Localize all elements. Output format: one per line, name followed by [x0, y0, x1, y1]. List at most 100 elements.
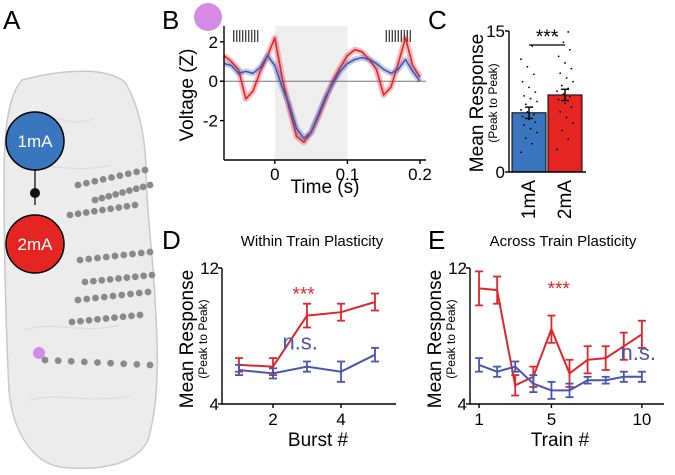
panel-c-ylabel-sub: (Peak to Peak): [486, 63, 500, 142]
bar-point: [520, 58, 522, 61]
shank-contact: [128, 312, 135, 320]
panel-e-title: Across Train Plasticity: [490, 233, 637, 250]
shank-contact: [54, 357, 62, 365]
panel-b-ytick-label: 0: [209, 72, 218, 91]
bar-point: [532, 113, 535, 116]
xtick-label: 4: [336, 410, 345, 429]
bar-point: [523, 94, 526, 97]
bar-point: [565, 116, 568, 119]
shank-contact: [68, 318, 76, 326]
panel-e-ylabel-sub: (Peak to Peak): [444, 299, 458, 378]
shank-contact: [141, 166, 149, 174]
annotation-significant: ***: [293, 284, 316, 305]
shank-contact: [99, 206, 106, 214]
shank-contact: [132, 185, 140, 193]
xtick-label: 1: [474, 410, 483, 429]
shank-contact: [98, 276, 106, 284]
shank-contact: [107, 205, 115, 213]
shank-contact: [109, 292, 117, 300]
bar-point: [560, 84, 563, 87]
bar-2mA: [547, 94, 583, 173]
shank-contact: [91, 177, 99, 185]
bar-point: [562, 41, 565, 44]
shank-contact: [91, 196, 99, 204]
shank-contact: [74, 210, 82, 218]
stim-window-shade: [274, 26, 348, 160]
panel-c-label: C: [428, 5, 447, 35]
bar-point: [526, 110, 529, 113]
annotation-not-significant: n.s.: [282, 330, 317, 355]
shank-contact: [116, 172, 124, 180]
shank-contact: [74, 181, 82, 189]
shank-contact: [66, 211, 74, 219]
shank-contact: [119, 313, 127, 321]
series-line-2mA: [478, 287, 643, 387]
shank-contact: [115, 275, 122, 282]
bar-point: [557, 98, 560, 101]
shank-contact: [136, 311, 144, 319]
bar-point: [572, 80, 574, 83]
shank-contact: [140, 272, 148, 280]
bar-point: [526, 65, 529, 68]
shank-contact: [94, 315, 101, 323]
bar-point: [557, 55, 560, 58]
shank-contact: [83, 295, 91, 303]
shank-contact: [80, 358, 88, 366]
panel-d-title: Within Train Plasticity: [241, 233, 384, 250]
bar-point: [528, 86, 530, 89]
bar-point: [556, 148, 558, 151]
bar-point: [564, 102, 566, 105]
panel-b-xtick-label: 0.2: [408, 165, 432, 184]
annotation-not-significant: n.s.: [621, 340, 656, 365]
shank-contact: [67, 357, 75, 365]
bar-point: [521, 80, 524, 83]
shank-contact: [82, 209, 90, 216]
shank-contact: [131, 273, 139, 281]
shank-contact: [133, 360, 141, 368]
panel-a-label: A: [3, 5, 21, 35]
shank-contact: [135, 289, 143, 297]
series-line-1mA: [478, 363, 642, 392]
bar-point: [531, 142, 534, 145]
electrode-2ma-label: 2mA: [18, 235, 54, 254]
bar-category-label: 1mA: [519, 180, 540, 219]
panel-c-ytick-label: 0: [496, 163, 505, 182]
bar-point: [572, 122, 574, 125]
shank-contact: [105, 192, 113, 200]
panel-b-chart: -2 0 2 0 0.1 0.2: [203, 26, 432, 184]
bar-point: [567, 138, 570, 141]
shank-contact: [100, 293, 108, 301]
panel-e-xlabel: Train #: [531, 430, 590, 451]
shank-contact: [120, 251, 128, 259]
panel-b-xtick-label: 0: [270, 165, 279, 184]
shank-contact: [146, 248, 154, 256]
recording-site-dot: [33, 347, 45, 359]
shank-contact: [76, 256, 84, 264]
shank-contact: [102, 253, 110, 261]
bar-point: [534, 121, 537, 124]
bar-point: [567, 31, 570, 33]
electrode-2ma-circle: [5, 214, 65, 274]
trace-1mA: [223, 54, 421, 140]
bar-point: [520, 109, 522, 111]
shank-contact: [111, 314, 118, 322]
brain-texture: [19, 116, 131, 401]
bar-point: [560, 129, 563, 132]
panel-d-chart: 4 12 2 4 *** n.s.: [200, 259, 396, 429]
panel-b-xlabel: Time (s): [291, 177, 360, 198]
bar-point: [568, 48, 571, 51]
shank-contact: [89, 277, 97, 285]
panel-d-xlabel: Burst #: [288, 430, 349, 451]
shank-contact: [112, 190, 120, 198]
xtick-label: 2: [268, 410, 277, 429]
bar-point: [556, 90, 558, 93]
bar-point: [568, 95, 571, 98]
bar-point: [524, 137, 527, 140]
bar-point: [524, 103, 527, 106]
bar-point: [556, 34, 558, 37]
shank-contact: [137, 249, 145, 257]
shank-contact: [144, 288, 152, 296]
shank-contact: [85, 316, 93, 324]
shank-contact: [124, 170, 132, 178]
